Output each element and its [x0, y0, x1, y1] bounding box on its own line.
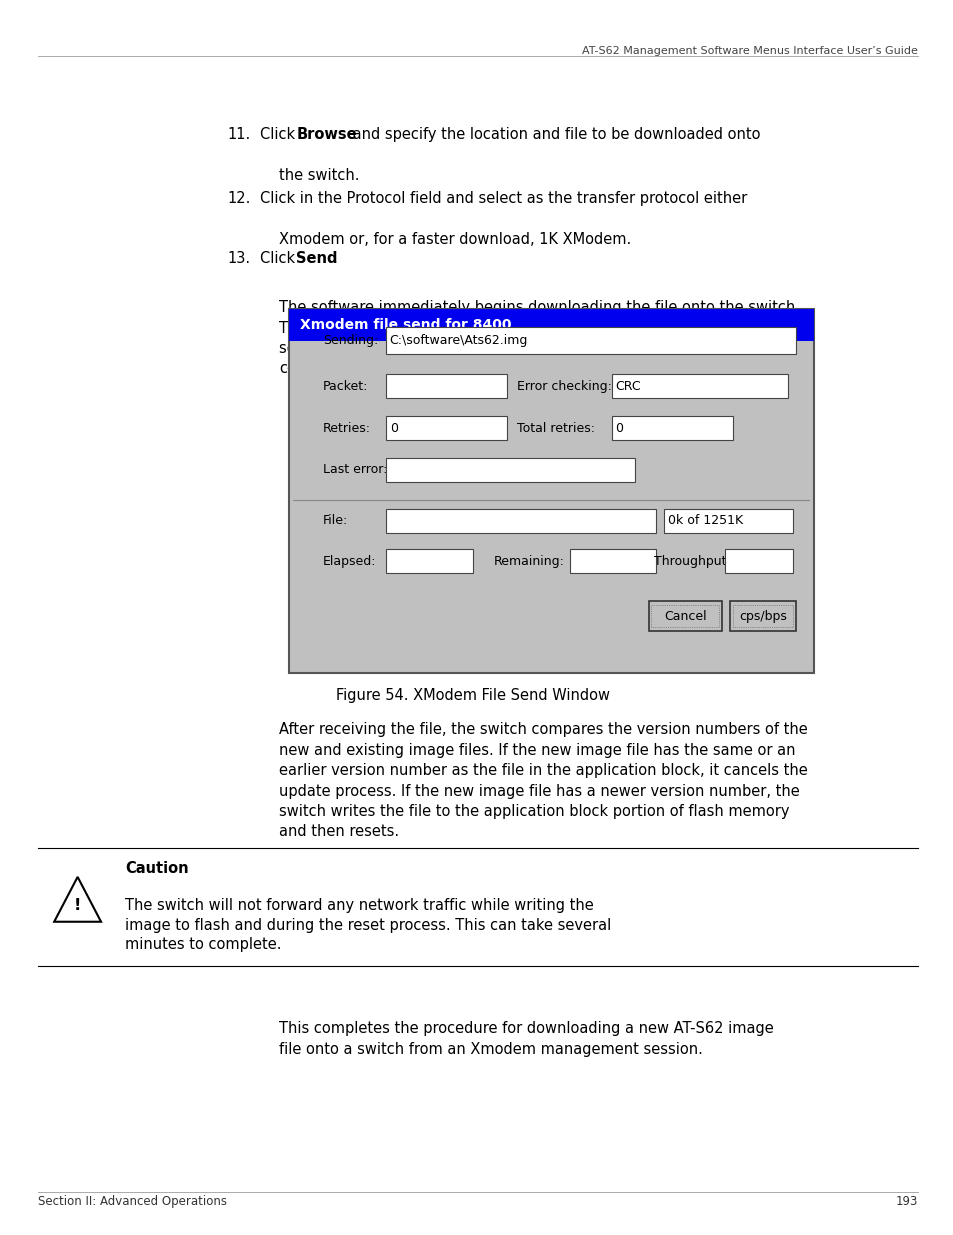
Text: cps/bps: cps/bps: [738, 610, 786, 622]
FancyBboxPatch shape: [724, 550, 792, 573]
Text: 13.: 13.: [228, 251, 251, 266]
FancyBboxPatch shape: [385, 327, 795, 354]
Text: Section II: Advanced Operations: Section II: Advanced Operations: [38, 1194, 227, 1208]
Text: 193: 193: [895, 1194, 917, 1208]
Text: AT-S62 Management Software Menus Interface User’s Guide: AT-S62 Management Software Menus Interfa…: [581, 46, 917, 56]
Text: Send: Send: [296, 251, 337, 266]
Text: The software immediately begins downloading the file onto the switch.
The Xmodem: The software immediately begins download…: [279, 300, 800, 377]
Text: Last error:: Last error:: [322, 463, 387, 477]
Text: Cancel: Cancel: [663, 610, 706, 622]
Text: Xmodem or, for a faster download, 1K XModem.: Xmodem or, for a faster download, 1K XMo…: [279, 232, 631, 247]
Text: .: .: [332, 251, 336, 266]
Text: Total retries:: Total retries:: [517, 421, 595, 435]
FancyBboxPatch shape: [385, 509, 656, 532]
Text: Click in the Protocol field and select as the transfer protocol either: Click in the Protocol field and select a…: [260, 191, 747, 206]
Text: Browse: Browse: [296, 127, 356, 142]
FancyBboxPatch shape: [648, 601, 721, 631]
FancyBboxPatch shape: [385, 458, 635, 482]
Text: Sending:: Sending:: [322, 335, 377, 347]
Text: Remaining:: Remaining:: [493, 555, 564, 568]
Text: CRC: CRC: [615, 379, 640, 393]
FancyBboxPatch shape: [569, 550, 656, 573]
Text: C:\software\Ats62.img: C:\software\Ats62.img: [389, 335, 527, 347]
FancyBboxPatch shape: [611, 416, 732, 440]
Text: Retries:: Retries:: [322, 421, 371, 435]
Text: This completes the procedure for downloading a new AT-S62 image
file onto a swit: This completes the procedure for downloa…: [279, 1021, 773, 1057]
Text: Click: Click: [260, 127, 300, 142]
Text: Elapsed:: Elapsed:: [322, 555, 375, 568]
FancyBboxPatch shape: [385, 374, 506, 398]
Text: the switch.: the switch.: [279, 168, 359, 183]
Text: After receiving the file, the switch compares the version numbers of the
new and: After receiving the file, the switch com…: [279, 722, 807, 840]
Text: 0: 0: [615, 421, 623, 435]
FancyBboxPatch shape: [663, 509, 792, 532]
Text: Caution: Caution: [125, 861, 189, 876]
Text: Figure 54. XModem File Send Window: Figure 54. XModem File Send Window: [335, 688, 610, 703]
FancyBboxPatch shape: [289, 309, 813, 341]
Text: Packet:: Packet:: [322, 379, 368, 393]
Text: The switch will not forward any network traffic while writing the
image to flash: The switch will not forward any network …: [125, 898, 611, 952]
Text: 12.: 12.: [227, 191, 251, 206]
Text: and specify the location and file to be downloaded onto: and specify the location and file to be …: [348, 127, 760, 142]
FancyBboxPatch shape: [385, 416, 506, 440]
Text: Click: Click: [260, 251, 300, 266]
Text: !: !: [73, 898, 81, 913]
Text: 0: 0: [389, 421, 397, 435]
Text: Xmodem file send for 8400: Xmodem file send for 8400: [300, 317, 511, 332]
Text: File:: File:: [322, 515, 348, 527]
Text: Throughput:: Throughput:: [653, 555, 730, 568]
FancyBboxPatch shape: [289, 309, 813, 673]
FancyBboxPatch shape: [611, 374, 787, 398]
FancyBboxPatch shape: [385, 550, 472, 573]
FancyBboxPatch shape: [729, 601, 795, 631]
Text: 11.: 11.: [228, 127, 251, 142]
Text: 0k of 1251K: 0k of 1251K: [667, 515, 742, 527]
Text: Error checking:: Error checking:: [517, 379, 612, 393]
